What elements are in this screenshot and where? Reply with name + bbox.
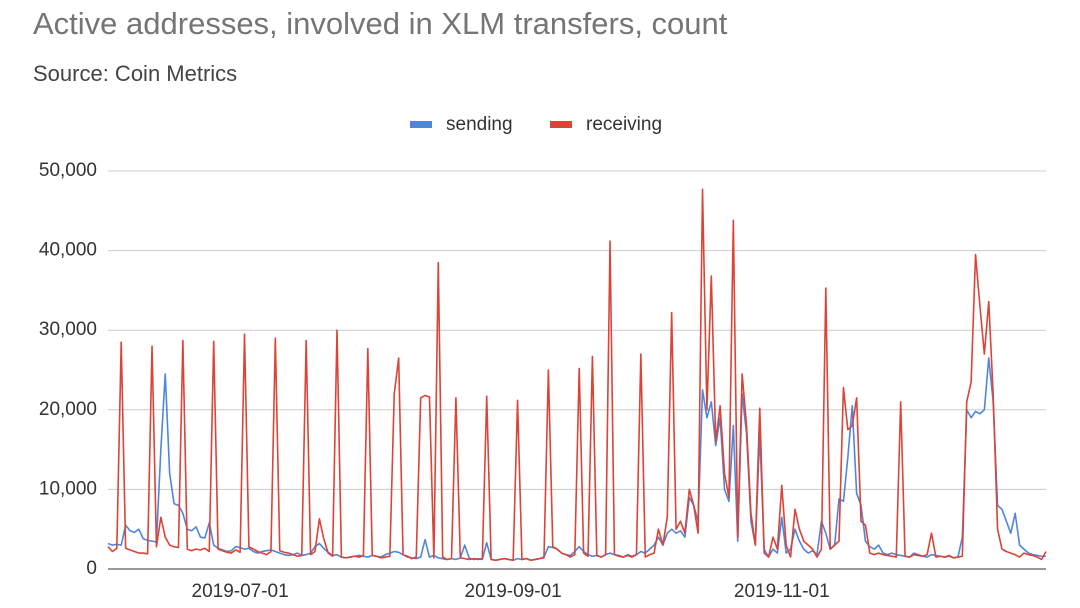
series-line [107, 188, 1047, 562]
y-tick-label: 20,000 [39, 399, 97, 420]
y-tick-label: 50,000 [39, 160, 97, 181]
legend-label: sending [446, 114, 513, 135]
x-tick-label: 2019-07-01 [192, 581, 289, 602]
x-tick-label: 2019-11-01 [734, 581, 830, 602]
chart-title: Active addresses, involved in XLM transf… [33, 6, 728, 41]
y-tick-label: 40,000 [39, 240, 97, 261]
y-tick-label: 10,000 [39, 478, 97, 499]
chart-subtitle: Source: Coin Metrics [33, 61, 237, 86]
x-tick-label: 2019-09-01 [465, 581, 562, 602]
y-tick-label: 30,000 [39, 319, 97, 340]
series-line [107, 357, 1046, 562]
y-tick-label: 0 [86, 558, 97, 579]
legend-label: receiving [586, 114, 662, 135]
legend-swatch [410, 121, 432, 128]
legend-swatch [550, 121, 572, 128]
